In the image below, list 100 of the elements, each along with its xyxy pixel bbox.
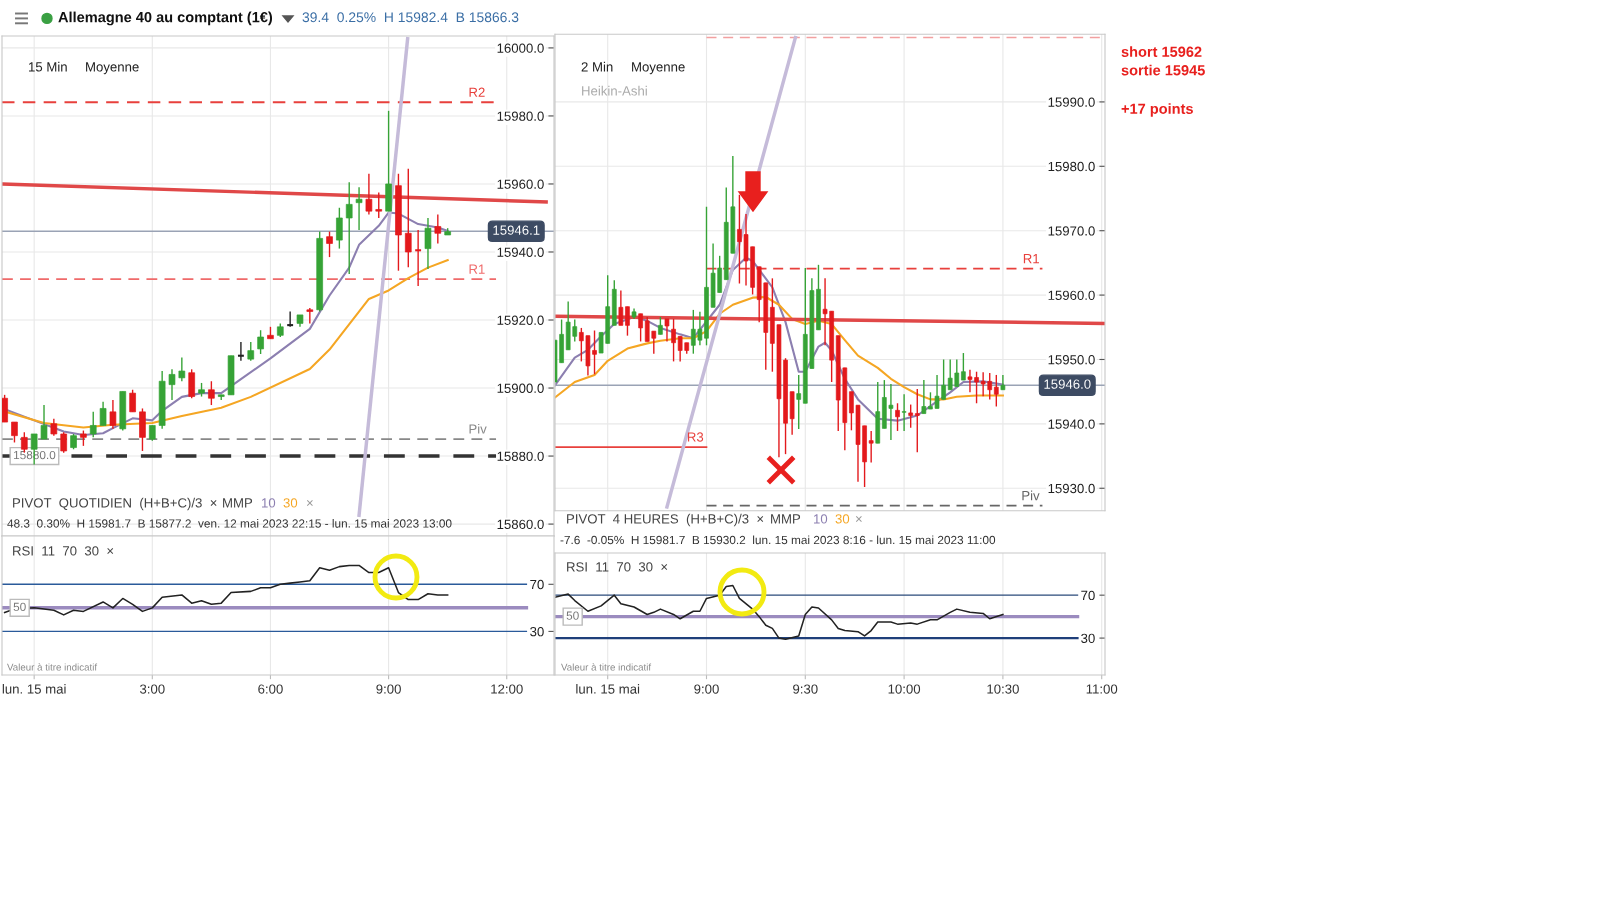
text: × xyxy=(855,516,862,522)
candlestick xyxy=(404,167,412,268)
candlestick xyxy=(671,318,676,363)
annotation: 15 Min xyxy=(29,61,67,72)
ref-line-label: R2 xyxy=(469,87,485,97)
text: sortie 15945 xyxy=(1121,64,1205,76)
annotation: Moyenne xyxy=(86,62,139,75)
text: +17 points xyxy=(1121,103,1193,117)
line-series xyxy=(555,256,1004,422)
x-tick-label: 12:00 xyxy=(491,684,523,694)
ref-line-label: 50 xyxy=(13,602,26,612)
candlestick xyxy=(188,368,195,399)
y-tick-label: 15940.0 xyxy=(1048,419,1095,429)
text: 30 xyxy=(283,498,298,508)
y-tick-label: 16000.0 xyxy=(497,43,544,53)
chart-title: Allemagne 40 au comptant (1€) xyxy=(58,11,273,26)
candlestick xyxy=(208,380,215,406)
x-tick-label: lun. 15 mai xyxy=(2,684,66,694)
y-tick-label: 15880.0 xyxy=(497,451,544,461)
line-series xyxy=(555,295,1004,401)
candlestick xyxy=(99,400,107,427)
y-tick-label: 15900.0 xyxy=(497,383,544,393)
ref-line-label: 15946.0 xyxy=(1044,379,1091,389)
line-series xyxy=(555,584,1004,640)
candlestick xyxy=(914,388,920,453)
candlestick xyxy=(257,329,264,355)
candlestick xyxy=(375,191,383,219)
candlestick xyxy=(424,217,432,270)
annotation: Moyenne xyxy=(632,62,685,75)
y-tick-label: 15920.0 xyxy=(497,315,544,325)
candlestick xyxy=(336,207,343,250)
annotation: MMP xyxy=(223,498,253,508)
candlestick xyxy=(168,368,176,401)
line-series xyxy=(3,564,449,616)
x-tick-label: 6:00 xyxy=(258,684,283,694)
candlestick xyxy=(961,352,966,381)
x-tick-label: 11:00 xyxy=(1086,684,1118,694)
candlestick xyxy=(618,289,624,327)
y-tick-label: 15930.0 xyxy=(1048,483,1095,494)
candlestick xyxy=(1000,374,1006,391)
candlestick xyxy=(895,402,900,432)
text: short 15962 xyxy=(1121,46,1202,57)
x-tick-label: 9:00 xyxy=(376,684,401,694)
annotation: RSI 11 70 30 × xyxy=(567,562,668,572)
x-tick-label: 3:00 xyxy=(139,684,165,694)
annotation: 48.3 0.30% H 15981.7 B 15877.2 ven. 12 mai 2023 22:15 - lun. 15 mai 2023 13:00 xyxy=(7,519,452,528)
candlestick xyxy=(921,379,927,415)
y-tick-label: 30 xyxy=(530,626,544,637)
text: 30 xyxy=(835,514,850,524)
x-tick-label: lun. 15 mai xyxy=(576,684,640,694)
candlestick xyxy=(868,430,874,464)
y-tick-label: 15860.0 xyxy=(497,519,544,530)
ref-line-label: R1 xyxy=(469,264,485,274)
annotation: PIVOT QUOTIDIEN (H+B+C)/3 × xyxy=(13,497,217,511)
candlestick xyxy=(178,356,186,382)
y-tick-label: 15980.0 xyxy=(1048,161,1095,172)
x-tick-label: 10:30 xyxy=(987,684,1019,694)
candlestick xyxy=(434,213,442,245)
candlestick xyxy=(355,186,363,231)
y-tick-label: 70 xyxy=(530,579,544,590)
annotation: 2 Min xyxy=(581,61,613,72)
ref-line-label: 50 xyxy=(566,611,579,620)
candlestick xyxy=(414,229,423,287)
candlestick xyxy=(247,341,255,362)
candlestick xyxy=(345,181,353,275)
annotation: RSI 11 70 30 × xyxy=(13,546,114,556)
y-tick-label: 15960.0 xyxy=(497,179,544,189)
series-label: R1 xyxy=(1023,254,1039,264)
candlestick xyxy=(993,374,999,408)
annotation: Heikin-Ashi xyxy=(582,85,647,96)
annotation: Valeur à titre indicatif xyxy=(561,663,652,671)
y-tick-label: 70 xyxy=(1081,590,1095,601)
y-tick-label: 15990.0 xyxy=(1048,97,1095,107)
x-tick-label: 10:00 xyxy=(888,684,921,694)
ref-line-label: Piv xyxy=(469,423,487,434)
candlestick xyxy=(901,393,907,432)
candlestick xyxy=(40,404,48,440)
ref-line-label: 15946.1 xyxy=(493,225,540,235)
series-label: Piv xyxy=(1022,490,1040,501)
chart-subtitle: 39.4 0.25% H 15982.4 B 15866.3 xyxy=(302,12,519,23)
candlestick xyxy=(60,431,67,454)
text: MMP xyxy=(771,514,801,524)
candlestick xyxy=(796,374,802,430)
annotation: Valeur à titre indicatif xyxy=(7,663,98,671)
candlestick xyxy=(2,394,8,423)
y-tick-label: 30 xyxy=(1081,633,1095,643)
y-tick-label: 15970.0 xyxy=(1048,226,1095,236)
x-tick-label: 9:30 xyxy=(793,684,818,694)
candlestick xyxy=(306,307,314,325)
candlestick xyxy=(638,313,643,343)
text: PIVOT 4 HEURES (H+B+C)/3 × xyxy=(567,513,764,527)
candlestick xyxy=(625,305,630,337)
y-tick-label: 15950.0 xyxy=(1048,355,1095,365)
candlestick xyxy=(236,341,245,362)
text: -7.6 -0.05% H 15981.7 B 15930.2 lun. 15 mai 2023 8:16 - lun. 15 mai 2023 11:00 xyxy=(560,535,996,545)
series-label: R3 xyxy=(687,432,704,442)
candlestick xyxy=(365,173,373,216)
candlestick xyxy=(908,403,914,429)
candlestick xyxy=(129,389,136,413)
text: 10 xyxy=(262,498,276,508)
